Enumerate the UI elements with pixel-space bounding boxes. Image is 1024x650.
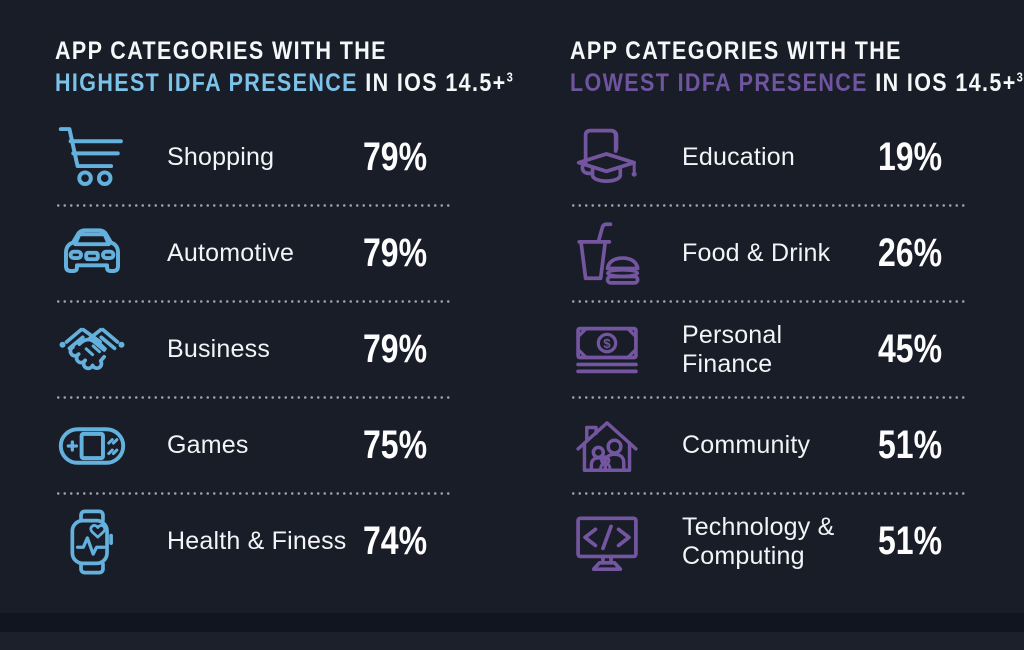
dotted-divider	[55, 204, 453, 207]
highest-idfa-column: APP CATEGORIES WITH THE HIGHEST IDFA PRE…	[55, 36, 513, 588]
food-drink-icon	[570, 215, 650, 293]
smartwatch-heart-icon	[55, 503, 135, 581]
row-education: Education 19%	[570, 111, 968, 204]
title-line2: LOWEST IDFA PRESENCE IN IOS 14.5+3	[570, 68, 1023, 100]
category-value: 26%	[878, 231, 943, 275]
title-highlight: HIGHEST IDFA PRESENCE	[55, 68, 358, 97]
category-label: Health & Finess	[167, 527, 347, 555]
dotted-divider	[570, 492, 968, 495]
category-label: Games	[167, 431, 249, 459]
dotted-divider	[55, 396, 453, 399]
game-console-icon	[55, 407, 135, 485]
row-community: Community 51%	[570, 399, 968, 492]
money-bill-icon: $	[570, 311, 650, 389]
footnote-mark: 3	[506, 69, 513, 85]
row-food-drink: Food & Drink 26%	[570, 207, 968, 300]
row-personal-finance: $ Personal Finance 45%	[570, 303, 968, 396]
lowest-idfa-column: APP CATEGORIES WITH THE LOWEST IDFA PRES…	[570, 36, 1023, 588]
category-value: 51%	[878, 519, 943, 563]
category-label: Food & Drink	[682, 239, 831, 267]
footer-band-dark	[0, 613, 1024, 632]
category-value: 79%	[363, 231, 428, 275]
category-value: 45%	[878, 327, 943, 371]
category-label: Automotive	[167, 239, 295, 267]
dotted-divider	[570, 204, 968, 207]
code-monitor-icon	[570, 503, 650, 581]
category-value: 51%	[878, 423, 943, 467]
category-value: 79%	[363, 135, 428, 179]
column-title-highest: APP CATEGORIES WITH THE HIGHEST IDFA PRE…	[55, 36, 513, 100]
category-label: Technology & Computing	[682, 512, 835, 570]
title-rest: IN IOS 14.5+	[357, 68, 507, 97]
category-label: Personal Finance	[682, 320, 783, 378]
education-cap-icon	[570, 119, 650, 197]
svg-text:$: $	[603, 335, 611, 350]
category-label: Education	[682, 143, 795, 171]
handshake-icon	[55, 311, 135, 389]
dotted-divider	[55, 300, 453, 303]
category-label: Shopping	[167, 143, 275, 171]
category-value: 74%	[363, 519, 428, 563]
row-health-fitness: Health & Finess 74%	[55, 495, 453, 588]
row-business: Business 79%	[55, 303, 453, 396]
dotted-divider	[55, 492, 453, 495]
title-line1: APP CATEGORIES WITH THE	[55, 37, 387, 65]
category-list: Shopping 79% Automotive 79%	[55, 111, 453, 588]
footnote-mark: 3	[1016, 69, 1023, 85]
footer-band-light	[0, 632, 1024, 650]
dotted-divider	[570, 396, 968, 399]
community-house-icon	[570, 407, 650, 485]
row-games: Games 75%	[55, 399, 453, 492]
row-shopping: Shopping 79%	[55, 111, 453, 204]
row-automotive: Automotive 79%	[55, 207, 453, 300]
row-technology-computing: Technology & Computing 51%	[570, 495, 968, 588]
title-rest: IN IOS 14.5+	[867, 68, 1017, 97]
title-line2: HIGHEST IDFA PRESENCE IN IOS 14.5+3	[55, 68, 513, 100]
category-value: 19%	[878, 135, 943, 179]
category-list: Education 19% Food & Drink 26%	[570, 111, 968, 588]
title-highlight: LOWEST IDFA PRESENCE	[570, 68, 868, 97]
category-label: Business	[167, 335, 271, 363]
dotted-divider	[570, 300, 968, 303]
column-title-lowest: APP CATEGORIES WITH THE LOWEST IDFA PRES…	[570, 36, 1023, 100]
category-value: 79%	[363, 327, 428, 371]
car-icon	[55, 215, 135, 293]
category-value: 75%	[363, 423, 428, 467]
shopping-cart-icon	[55, 119, 135, 197]
category-label: Community	[682, 431, 811, 459]
title-line1: APP CATEGORIES WITH THE	[570, 37, 902, 65]
